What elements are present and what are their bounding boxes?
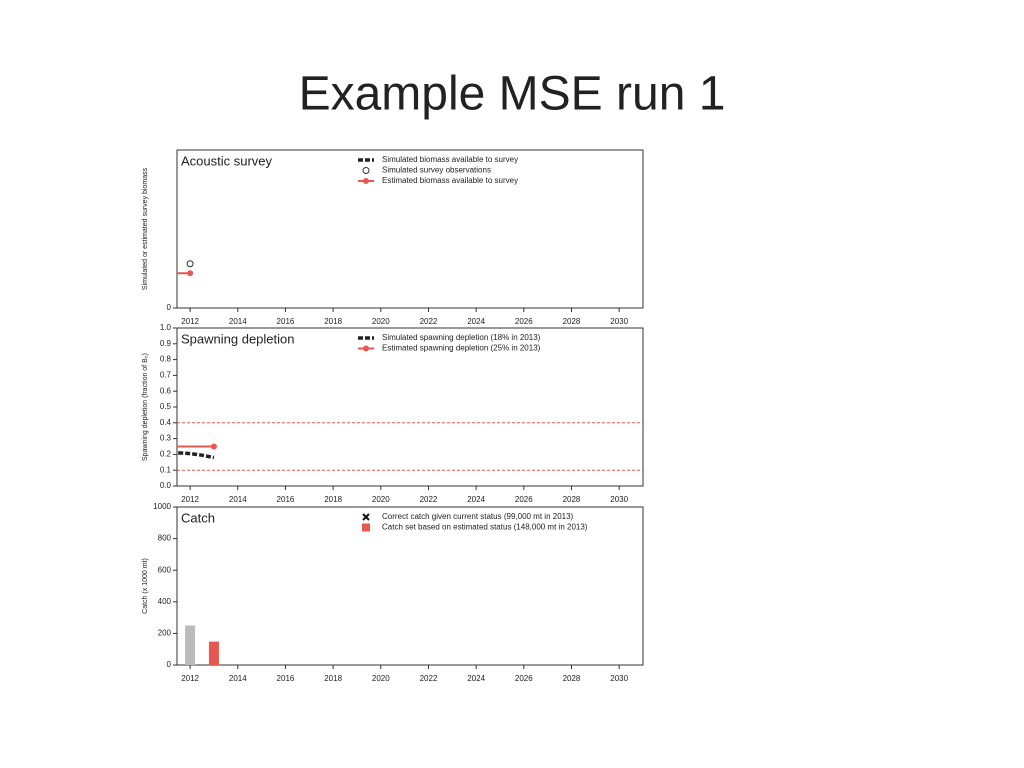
plot-frame (176, 506, 644, 666)
legend-swatch (362, 523, 370, 532)
x-tick-label: 2014 (229, 317, 247, 326)
x-tick-label: 2028 (563, 317, 581, 326)
y-tick-label: 0.3 (160, 434, 172, 443)
x-tick-label: 2030 (610, 317, 628, 326)
x-tick-label: 2030 (610, 495, 628, 504)
x-tick-label: 2018 (324, 495, 342, 504)
legend-label: Estimated spawning depletion (25% in 201… (382, 344, 541, 353)
legend-swatch (363, 345, 369, 352)
x-tick-label: 2018 (324, 674, 342, 683)
simulated-line (178, 451, 215, 460)
x-tick-label: 2022 (420, 317, 438, 326)
legend-label: Simulated spawning depletion (18% in 201… (382, 333, 541, 342)
x-tick-label: 2016 (277, 495, 295, 504)
x-tick-label: 2014 (229, 674, 247, 683)
y-tick-label: 0.7 (160, 371, 172, 380)
x-tick-label: 2028 (563, 495, 581, 504)
x-tick-label: 2026 (515, 674, 533, 683)
x-tick-label: 2018 (324, 317, 342, 326)
plot-frame (176, 149, 644, 309)
observation-point (186, 260, 194, 268)
legend-label: Catch set based on estimated status (148… (382, 523, 588, 532)
x-tick-label: 2020 (372, 495, 390, 504)
x-tick-label: 2024 (467, 317, 485, 326)
y-axis-label: Spawning depletion (fraction of B₀) (142, 353, 149, 461)
y-axis-label: Catch (x 1000 mt) (142, 558, 149, 614)
x-tick-label: 2016 (277, 674, 295, 683)
x-tick-label: 2012 (181, 317, 199, 326)
panel-title: Acoustic survey (181, 153, 273, 168)
y-tick-label: 0.2 (160, 450, 172, 459)
y-tick-label: 0.4 (160, 418, 172, 427)
panel-title: Spawning depletion (181, 331, 294, 346)
y-tick-label: 200 (158, 629, 172, 638)
estimate-point (210, 443, 217, 450)
x-tick-label: 2024 (467, 495, 485, 504)
slide-title: Example MSE run 1 (299, 68, 726, 121)
x-tick-label: 2014 (229, 495, 247, 504)
x-tick-label: 2020 (372, 674, 390, 683)
x-tick-label: 2012 (181, 495, 199, 504)
x-tick-label: 2016 (277, 317, 295, 326)
x-tick-label: 2020 (372, 317, 390, 326)
y-tick-label: 0 (167, 303, 172, 312)
y-tick-label: 0.9 (160, 339, 172, 348)
bar (208, 641, 219, 665)
x-tick-label: 2022 (420, 495, 438, 504)
legend-label: Estimated biomass available to survey (382, 176, 518, 185)
y-tick-label: 0.8 (160, 355, 172, 364)
y-tick-label: 600 (158, 565, 172, 574)
estimate-point (187, 270, 194, 277)
x-tick-label: 2024 (467, 674, 485, 683)
y-tick-label: 0.6 (160, 386, 172, 395)
y-tick-label: 1.0 (160, 323, 172, 332)
legend-label: Simulated survey observations (382, 166, 491, 175)
y-tick-label: 1000 (153, 502, 171, 511)
x-tick-label: 2026 (515, 317, 533, 326)
y-tick-label: 800 (158, 534, 172, 543)
y-tick-label: 0.5 (160, 402, 172, 411)
y-axis-label: Simulated or estimated survey biomass (142, 167, 149, 290)
y-tick-label: 0.0 (160, 481, 172, 490)
legend-swatch (363, 178, 369, 184)
bar (185, 625, 196, 665)
y-tick-label: 0 (167, 660, 172, 669)
y-tick-label: 400 (158, 597, 172, 606)
legend-swatch (362, 513, 370, 521)
x-tick-label: 2022 (420, 674, 438, 683)
legend-label: Correct catch given current status (99,0… (382, 512, 574, 521)
x-tick-label: 2030 (610, 674, 628, 683)
legend-swatch (362, 167, 370, 174)
y-tick-label: 0.1 (160, 465, 172, 474)
legend-label: Simulated biomass available to survey (382, 155, 518, 164)
panel-title: Catch (181, 510, 215, 525)
x-tick-label: 2028 (563, 674, 581, 683)
x-tick-label: 2012 (181, 674, 199, 683)
x-tick-label: 2026 (515, 495, 533, 504)
